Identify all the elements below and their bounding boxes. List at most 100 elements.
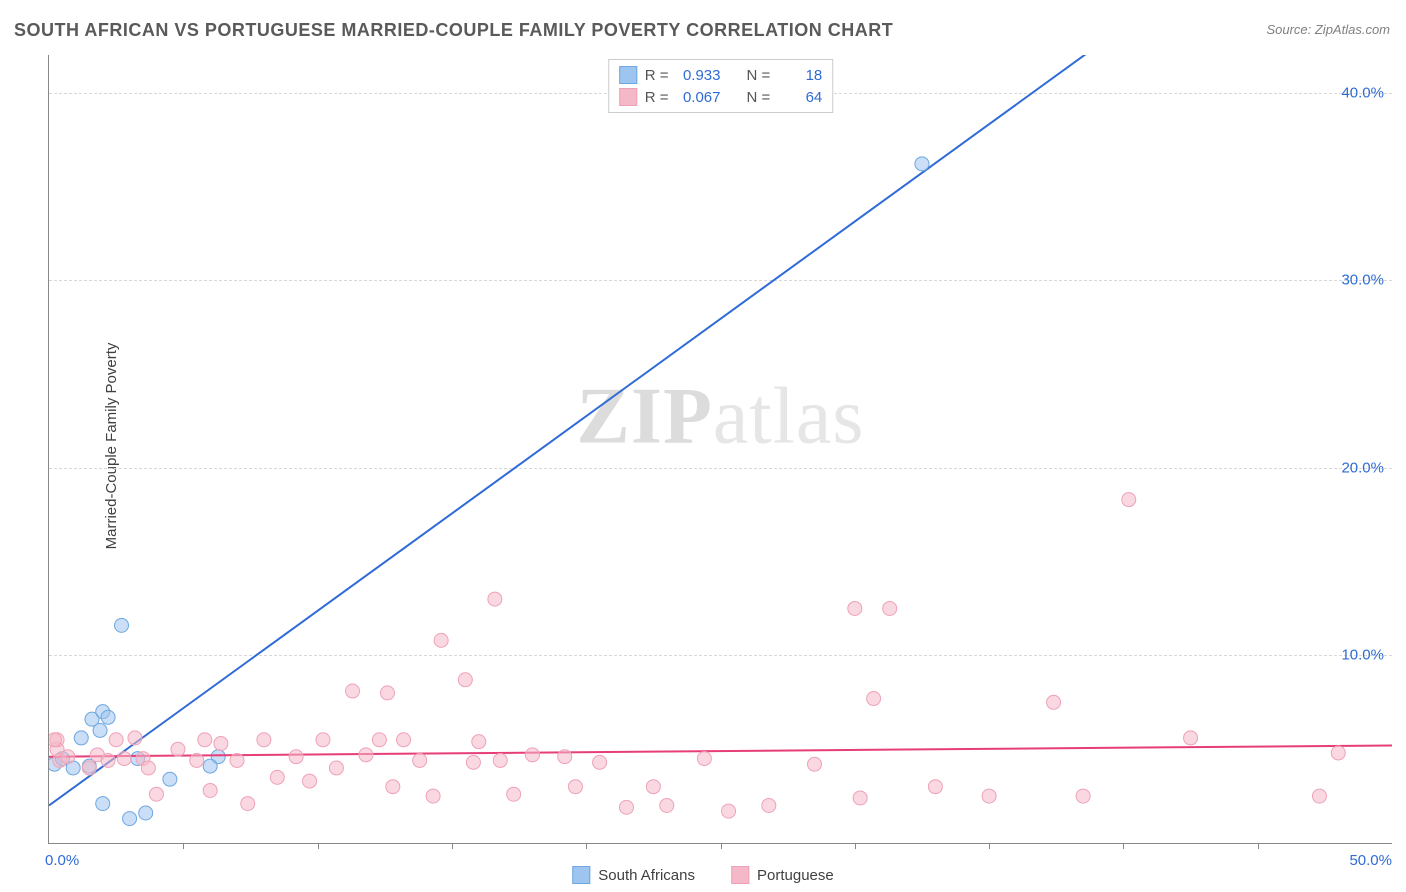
data-point — [525, 748, 539, 762]
data-point — [853, 791, 867, 805]
data-point — [568, 780, 582, 794]
data-point — [808, 757, 822, 771]
data-point — [413, 753, 427, 767]
data-point — [198, 733, 212, 747]
data-point — [109, 733, 123, 747]
data-point — [96, 797, 110, 811]
data-point — [346, 684, 360, 698]
data-point — [372, 733, 386, 747]
data-point — [61, 750, 75, 764]
data-point — [115, 618, 129, 632]
data-point — [1047, 695, 1061, 709]
swatch-icon — [619, 88, 637, 106]
data-point — [660, 798, 674, 812]
x-axis-min-label: 0.0% — [45, 852, 79, 869]
data-point — [316, 733, 330, 747]
data-point — [493, 753, 507, 767]
n-value: 64 — [778, 89, 822, 106]
data-point — [1312, 789, 1326, 803]
data-point — [303, 774, 317, 788]
data-point — [82, 761, 96, 775]
legend-item: Portuguese — [731, 866, 834, 884]
legend-item: South Africans — [572, 866, 695, 884]
data-point — [123, 812, 137, 826]
data-point — [488, 592, 502, 606]
x-tick — [1258, 843, 1259, 849]
scatter-svg — [49, 55, 1392, 843]
x-axis-max-label: 50.0% — [1349, 852, 1392, 869]
data-point — [915, 157, 929, 171]
data-point — [558, 750, 572, 764]
data-point — [329, 761, 343, 775]
data-point — [507, 787, 521, 801]
data-point — [466, 755, 480, 769]
data-point — [1122, 493, 1136, 507]
data-point — [646, 780, 660, 794]
r-value: 0.067 — [677, 89, 721, 106]
swatch-icon — [619, 66, 637, 84]
r-value: 0.933 — [677, 67, 721, 84]
x-tick — [586, 843, 587, 849]
data-point — [203, 759, 217, 773]
data-point — [472, 735, 486, 749]
n-value: 18 — [778, 67, 822, 84]
data-point — [883, 601, 897, 615]
data-point — [49, 733, 61, 747]
data-point — [270, 770, 284, 784]
bottom-legend: South Africans Portuguese — [572, 866, 833, 884]
data-point — [257, 733, 271, 747]
data-point — [141, 761, 155, 775]
data-point — [163, 772, 177, 786]
trend-line — [49, 55, 1123, 805]
data-point — [101, 710, 115, 724]
data-point — [848, 601, 862, 615]
data-point — [74, 731, 88, 745]
stats-row: R = 0.933 N = 18 — [619, 64, 823, 86]
data-point — [203, 783, 217, 797]
trend-line — [49, 745, 1392, 756]
data-point — [171, 742, 185, 756]
x-tick — [989, 843, 990, 849]
data-point — [1076, 789, 1090, 803]
data-point — [928, 780, 942, 794]
data-point — [722, 804, 736, 818]
legend-label: Portuguese — [757, 867, 834, 884]
chart-title: SOUTH AFRICAN VS PORTUGUESE MARRIED-COUP… — [14, 20, 893, 41]
data-point — [230, 753, 244, 767]
source-attribution: Source: ZipAtlas.com — [1266, 22, 1390, 37]
x-tick — [183, 843, 184, 849]
data-point — [867, 692, 881, 706]
data-point — [397, 733, 411, 747]
data-point — [128, 731, 142, 745]
x-tick — [855, 843, 856, 849]
data-point — [93, 723, 107, 737]
x-tick — [318, 843, 319, 849]
n-label: N = — [747, 89, 771, 106]
data-point — [619, 800, 633, 814]
x-tick — [452, 843, 453, 849]
data-point — [458, 673, 472, 687]
data-point — [214, 737, 228, 751]
data-point — [289, 750, 303, 764]
swatch-icon — [731, 866, 749, 884]
x-tick — [1123, 843, 1124, 849]
data-point — [697, 752, 711, 766]
data-point — [149, 787, 163, 801]
correlation-stats-box: R = 0.933 N = 18 R = 0.067 N = 64 — [608, 59, 834, 113]
data-point — [241, 797, 255, 811]
chart-plot-area: ZIPatlas R = 0.933 N = 18 R = 0.067 N = … — [48, 55, 1392, 844]
data-point — [434, 633, 448, 647]
stats-row: R = 0.067 N = 64 — [619, 86, 823, 108]
data-point — [190, 753, 204, 767]
x-tick — [721, 843, 722, 849]
data-point — [762, 798, 776, 812]
data-point — [380, 686, 394, 700]
data-point — [593, 755, 607, 769]
swatch-icon — [572, 866, 590, 884]
data-point — [1331, 746, 1345, 760]
r-label: R = — [645, 67, 669, 84]
data-point — [139, 806, 153, 820]
data-point — [101, 753, 115, 767]
data-point — [982, 789, 996, 803]
r-label: R = — [645, 89, 669, 106]
